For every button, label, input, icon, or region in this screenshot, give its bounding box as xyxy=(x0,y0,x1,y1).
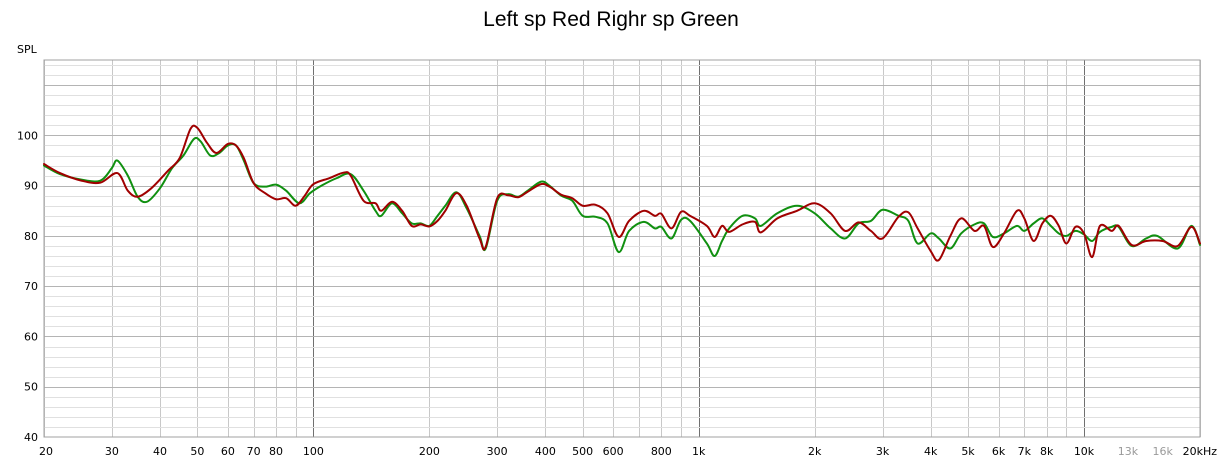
x-tick-label: 4k xyxy=(924,445,938,458)
series-line-left xyxy=(43,124,1201,262)
x-tick-label: 200 xyxy=(419,445,440,458)
x-tick-label: 16k xyxy=(1152,445,1173,458)
x-tick-label: 70 xyxy=(247,445,261,458)
x-tick-label: 13k xyxy=(1118,445,1139,458)
x-tick-label: 800 xyxy=(651,445,672,458)
y-axis-label: SPL xyxy=(17,43,38,56)
x-tick-label: 600 xyxy=(603,445,624,458)
y-tick-label: 90 xyxy=(24,180,38,193)
x-tick-label: 50 xyxy=(190,445,204,458)
x-tick-label: 3k xyxy=(876,445,890,458)
y-tick-label: 100 xyxy=(17,129,38,142)
x-tick-label: 20kHz xyxy=(1183,445,1218,458)
x-tick-labels: 20 30 40 50 60 70 80 100 200 300 400 500 600 800 1k 2k 3… xyxy=(39,445,1217,458)
x-tick-label: 300 xyxy=(487,445,508,458)
x-tick-label: 7k xyxy=(1018,445,1032,458)
plot-frame xyxy=(43,59,1201,438)
x-tick-label: 40 xyxy=(153,445,167,458)
y-tick-label: 80 xyxy=(24,230,38,243)
y-tick-label: 60 xyxy=(24,330,38,343)
series-layer xyxy=(43,124,1201,262)
x-tick-label: 80 xyxy=(269,445,283,458)
x-tick-label: 10k xyxy=(1074,445,1095,458)
x-tick-label: 60 xyxy=(221,445,235,458)
x-tick-label: 500 xyxy=(572,445,593,458)
x-tick-label: 20 xyxy=(39,445,53,458)
x-tick-label: 5k xyxy=(961,445,975,458)
x-tick-label: 1k xyxy=(692,445,706,458)
chart-title: Left sp Red Righr sp Green xyxy=(483,8,739,31)
x-tick-label: 400 xyxy=(535,445,556,458)
x-tick-label: 6k xyxy=(992,445,1006,458)
y-tick-label: 40 xyxy=(24,431,38,444)
x-tick-label: 2k xyxy=(808,445,822,458)
y-tick-label: 50 xyxy=(24,381,38,394)
y-tick-label: 70 xyxy=(24,280,38,293)
x-tick-label: 100 xyxy=(303,445,324,458)
y-tick-labels: 40 50 60 70 80 90 100 xyxy=(17,129,38,444)
x-tick-label: 8k xyxy=(1040,445,1054,458)
grid-lines xyxy=(44,60,1201,437)
x-tick-label: 30 xyxy=(105,445,119,458)
